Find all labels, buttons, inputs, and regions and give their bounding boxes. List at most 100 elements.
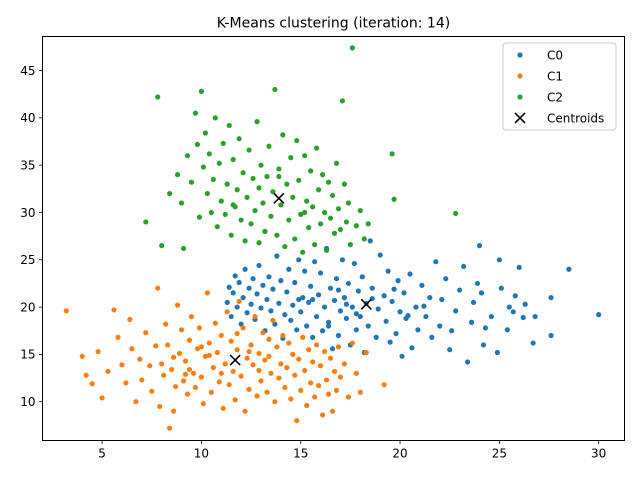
- point-c1: [288, 396, 294, 402]
- point-c1: [381, 382, 387, 388]
- point-c1: [202, 353, 208, 359]
- point-c1: [331, 368, 338, 375]
- point-c2: [391, 196, 397, 202]
- point-c1: [290, 351, 296, 357]
- point-c1: [234, 347, 240, 353]
- point-c1: [246, 348, 252, 355]
- point-c1: [155, 285, 161, 291]
- point-c0: [351, 260, 357, 267]
- point-c1: [264, 389, 270, 395]
- centroid-marker: [273, 192, 285, 204]
- point-c2: [389, 151, 395, 157]
- point-c1: [284, 365, 290, 371]
- point-c0: [391, 286, 397, 292]
- point-c2: [246, 147, 252, 153]
- point-c2: [302, 153, 308, 159]
- point-c1: [190, 370, 197, 376]
- point-c0: [226, 284, 232, 290]
- point-c2: [345, 200, 351, 206]
- point-c0: [353, 311, 359, 317]
- plot-frame: [42, 36, 625, 441]
- point-c0: [510, 309, 516, 315]
- point-c0: [310, 334, 316, 340]
- point-c2: [159, 243, 165, 249]
- point-c1: [260, 330, 266, 336]
- point-c0: [228, 313, 234, 320]
- point-c0: [373, 334, 379, 340]
- point-c0: [387, 339, 393, 345]
- point-c1: [268, 370, 274, 376]
- point-c0: [240, 295, 246, 301]
- point-c2: [266, 143, 272, 149]
- point-c0: [274, 253, 280, 259]
- point-c1: [349, 340, 355, 346]
- point-c2: [286, 217, 292, 223]
- point-c0: [260, 282, 266, 288]
- chart-title: K-Means clustering (iteration: 14): [217, 16, 450, 32]
- point-c2: [204, 190, 210, 197]
- point-c1: [99, 395, 105, 401]
- point-c1: [236, 298, 242, 305]
- point-c0: [453, 308, 459, 314]
- point-c1: [276, 375, 282, 381]
- point-c2: [306, 225, 312, 231]
- point-c0: [470, 299, 477, 305]
- point-c1: [282, 384, 288, 391]
- point-c2: [335, 206, 342, 212]
- point-c0: [399, 353, 405, 359]
- point-c0: [375, 306, 381, 312]
- point-c2: [292, 236, 298, 242]
- point-c0: [317, 270, 324, 276]
- point-c2: [312, 242, 318, 248]
- point-c2: [278, 202, 284, 208]
- point-c1: [216, 379, 222, 385]
- point-c2: [200, 164, 206, 170]
- point-c1: [345, 394, 351, 400]
- legend-label-centroids: Centroids: [547, 112, 604, 126]
- point-c2: [284, 181, 290, 187]
- point-c2: [226, 122, 232, 129]
- point-c2: [174, 172, 181, 178]
- point-c0: [294, 327, 300, 333]
- point-c0: [407, 271, 413, 277]
- centroid-marker: [229, 354, 241, 366]
- point-c2: [327, 215, 334, 221]
- point-c1: [333, 387, 340, 393]
- point-c0: [248, 301, 254, 307]
- point-c0: [461, 263, 467, 270]
- point-c1: [171, 354, 177, 360]
- point-c2: [194, 141, 201, 147]
- point-c1: [258, 378, 264, 384]
- point-c1: [204, 290, 210, 296]
- point-c2: [155, 94, 161, 100]
- point-c2: [256, 240, 262, 246]
- point-c2: [276, 173, 282, 180]
- point-c1: [274, 344, 280, 350]
- point-c1: [319, 412, 326, 418]
- point-c1: [176, 350, 183, 357]
- point-c1: [133, 399, 139, 405]
- point-c0: [365, 323, 371, 329]
- y-tick-label: 30: [20, 206, 35, 220]
- point-c1: [206, 340, 212, 346]
- point-c1: [317, 363, 324, 369]
- point-c0: [286, 266, 292, 272]
- point-c0: [246, 285, 252, 291]
- point-c2: [260, 200, 266, 206]
- point-c1: [238, 373, 244, 379]
- point-c0: [419, 282, 425, 288]
- point-c1: [182, 371, 189, 377]
- point-c0: [337, 308, 344, 314]
- point-c2: [143, 219, 149, 225]
- point-c2: [274, 232, 280, 238]
- point-c1: [300, 334, 306, 340]
- point-c0: [401, 290, 407, 296]
- point-c1: [252, 313, 258, 320]
- legend: C0 C1 C2 Centroids: [502, 42, 617, 131]
- point-c2: [304, 198, 310, 204]
- legend-label-c2: C2: [547, 91, 563, 105]
- point-c1: [314, 342, 320, 348]
- point-c0: [381, 293, 387, 299]
- point-c0: [385, 268, 391, 274]
- point-c0: [482, 325, 489, 331]
